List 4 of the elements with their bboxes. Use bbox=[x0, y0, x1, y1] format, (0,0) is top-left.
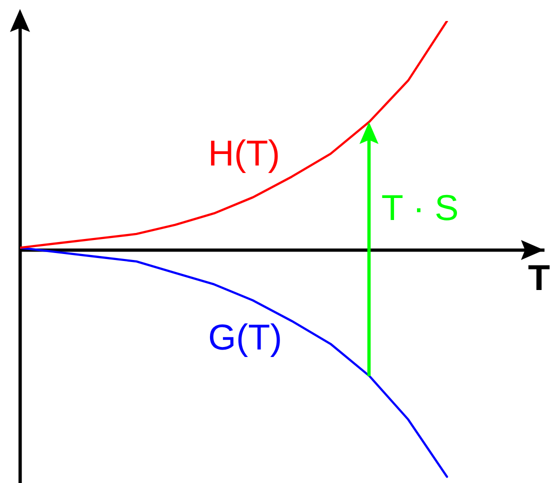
x-axis-title: T bbox=[528, 256, 550, 298]
series-label: H(T) bbox=[208, 132, 280, 174]
series-label: G(T) bbox=[208, 316, 282, 358]
annotation: T · S bbox=[381, 186, 459, 228]
